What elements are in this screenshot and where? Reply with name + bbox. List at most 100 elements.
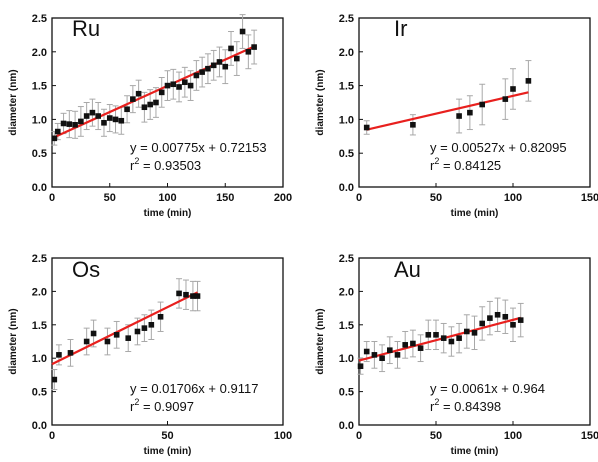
- y-axis-label: diameter (nm): [8, 69, 19, 135]
- x-axis-label: time (min): [451, 208, 499, 219]
- fit-equation: y = 0.0061x + 0.964: [430, 381, 545, 396]
- data-point: [494, 311, 501, 318]
- panel-title: Ru: [72, 16, 100, 41]
- data-point: [502, 96, 509, 102]
- data-point: [118, 117, 125, 124]
- data-point: [379, 355, 385, 361]
- data-point: [456, 113, 462, 119]
- data-point: [194, 293, 201, 299]
- data-point: [467, 109, 473, 116]
- x-tick-label: 50: [104, 192, 116, 204]
- x-tick-label: 50: [161, 430, 173, 442]
- y-tick-label: 1.5: [339, 81, 354, 93]
- r-squared-exponent: 2: [434, 156, 439, 166]
- data-point: [72, 122, 78, 128]
- data-point: [183, 291, 189, 298]
- x-tick-label: 0: [356, 192, 362, 204]
- fit-line: [51, 45, 255, 140]
- data-point: [54, 128, 61, 135]
- x-tick-label: 0: [356, 430, 362, 442]
- y-tick-label: 1.0: [339, 353, 354, 365]
- y-axis-label: diameter (nm): [315, 69, 326, 135]
- data-point: [502, 313, 509, 320]
- data-point: [425, 332, 432, 338]
- panel-title: Ir: [394, 16, 407, 41]
- data-point: [410, 340, 416, 347]
- data-point: [193, 72, 200, 79]
- data-point: [125, 335, 132, 341]
- data-point: [190, 293, 196, 299]
- data-point: [134, 328, 141, 335]
- data-point: [157, 313, 164, 320]
- y-tick-label: 2.0: [339, 286, 354, 298]
- y-tick-label: 2.0: [339, 47, 354, 59]
- data-point: [182, 79, 188, 86]
- y-tick-label: 2.5: [32, 13, 47, 25]
- r-squared: r2 = 0.9097: [130, 397, 194, 414]
- data-point: [147, 101, 153, 108]
- fit-line: [366, 91, 529, 131]
- y-tick-label: 2.0: [32, 286, 47, 298]
- data-point: [158, 89, 165, 96]
- fit-equation: y = 0.01706x + 0.9117: [130, 381, 258, 396]
- data-point: [525, 78, 532, 84]
- y-tick-label: 0.0: [339, 182, 354, 194]
- r-squared-symbol: r: [430, 158, 435, 173]
- x-tick-label: 0: [49, 430, 55, 442]
- panel-title: Au: [394, 257, 421, 282]
- panel-title: Os: [72, 257, 100, 282]
- data-point: [479, 101, 485, 108]
- data-point: [90, 330, 97, 337]
- data-point: [448, 338, 455, 345]
- data-point: [95, 113, 101, 119]
- y-tick-label: 0.0: [32, 420, 47, 432]
- data-point: [148, 322, 155, 328]
- data-point: [141, 104, 148, 111]
- r-squared-exponent: 2: [434, 397, 439, 407]
- data-point: [199, 69, 205, 75]
- x-tick-label: 50: [430, 430, 442, 442]
- data-point: [141, 325, 148, 331]
- x-axis-label: time (min): [144, 446, 192, 457]
- panel-au: 0 50 100 150 0.0 0.5 1.0 1.5 2.0 2.5 time (min) dia…: [315, 253, 598, 457]
- data-point: [112, 116, 119, 123]
- y-tick-label: 0.5: [32, 148, 47, 160]
- y-tick-label: 1.5: [339, 320, 354, 332]
- data-point: [78, 118, 84, 125]
- data-point: [245, 49, 252, 55]
- r-squared-value: = 0.84398: [439, 399, 501, 414]
- y-axis-label: diameter (nm): [315, 308, 326, 374]
- data-point: [153, 99, 159, 106]
- x-tick-label: 150: [581, 430, 598, 442]
- data-point: [113, 332, 120, 338]
- r-squared: r2 = 0.93503: [130, 156, 201, 173]
- x-tick-label: 100: [158, 192, 176, 204]
- data-point: [239, 28, 246, 35]
- data-point: [464, 328, 470, 335]
- data-point: [433, 332, 439, 338]
- y-tick-label: 0.5: [32, 387, 47, 399]
- data-point: [51, 135, 58, 142]
- y-tick-label: 0.0: [32, 182, 47, 194]
- data-point: [83, 338, 90, 345]
- data-point: [66, 121, 73, 127]
- data-point: [51, 376, 58, 383]
- fit-line: [358, 316, 521, 362]
- r-squared-exponent: 2: [134, 397, 139, 407]
- data-point: [56, 352, 62, 358]
- r-squared-value: = 0.93503: [139, 158, 201, 173]
- fit-line: [51, 291, 199, 366]
- y-tick-label: 2.5: [339, 13, 354, 25]
- data-point: [394, 352, 401, 358]
- r-squared-value: = 0.84125: [439, 158, 501, 173]
- data-point: [371, 352, 378, 358]
- y-tick-label: 0.5: [339, 148, 354, 160]
- y-axis-label: diameter (nm): [8, 308, 19, 374]
- y-tick-label: 1.5: [32, 81, 47, 93]
- y-tick-label: 2.0: [32, 47, 47, 59]
- data-point: [222, 63, 229, 70]
- data-point: [440, 335, 447, 341]
- y-tick-label: 2.5: [32, 253, 47, 265]
- data-point: [363, 348, 370, 355]
